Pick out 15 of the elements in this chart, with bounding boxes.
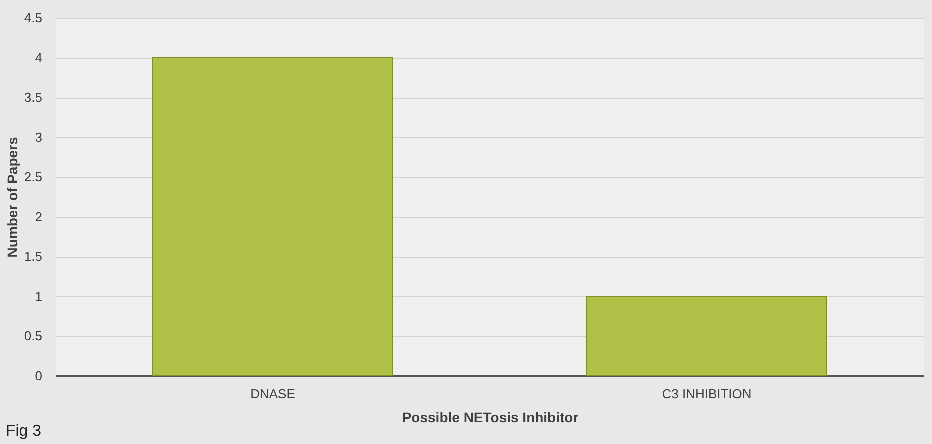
y-tick-label: 3 xyxy=(35,130,42,145)
y-tick-label: 2.5 xyxy=(24,170,42,185)
y-tick-label: 4 xyxy=(35,50,42,66)
y-tick-label: 2 xyxy=(35,209,42,224)
y-tick-label: 0.5 xyxy=(24,328,42,344)
y-tick-label: 0 xyxy=(35,368,42,384)
y-tick-label: 3.5 xyxy=(24,90,42,106)
x-tick-label: C3 INHIBITION xyxy=(662,386,752,402)
y-tick-label: 4.5 xyxy=(24,10,42,26)
y-tick-label: 1 xyxy=(35,288,42,304)
y-tick-label: 1.5 xyxy=(24,249,42,264)
y-axis-title: Number of Papers xyxy=(4,136,20,258)
caption: Fig 3 xyxy=(6,423,42,440)
x-tick-label: DNASE xyxy=(250,386,296,402)
x-axis-title: Possible NETosis Inhibitor xyxy=(402,410,580,426)
